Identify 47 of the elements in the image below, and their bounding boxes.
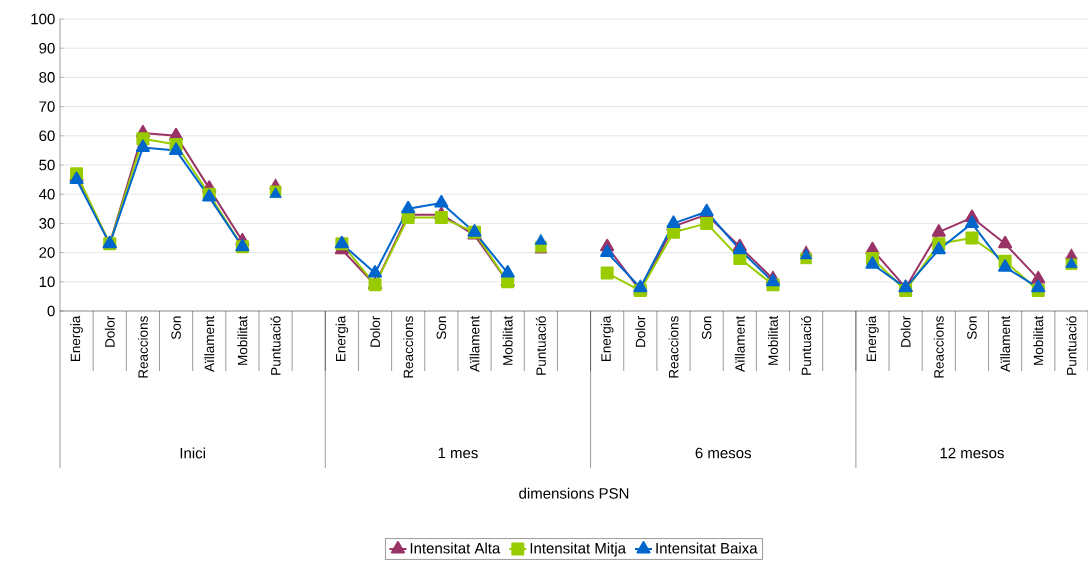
x-tick-label: Son — [967, 316, 977, 340]
y-tick-label: 50 — [39, 159, 55, 171]
x-tick-label: Mobilitat — [502, 315, 513, 365]
x-tick-label: Mobilitat — [237, 315, 248, 365]
x-tick-label: Aïllament — [469, 315, 480, 372]
x-tick-label: Dolor — [370, 315, 380, 347]
x-tick-label: Aïllament — [204, 315, 215, 372]
text: Inici — [180, 447, 205, 459]
text: dimensions PSN — [519, 487, 629, 499]
y-tick-label: 0 — [47, 305, 55, 317]
y-tick-label: 30 — [39, 218, 55, 229]
x-tick-label: Reaccions — [933, 316, 944, 378]
y-tick-label: 90 — [39, 42, 55, 54]
x-tick-label: Puntuació — [1066, 316, 1077, 375]
x-tick-label: Energia — [866, 315, 879, 362]
x-tick-label: Reaccions — [403, 316, 414, 378]
y-tick-label: 100 — [31, 13, 55, 25]
text: 6 mesos — [695, 447, 752, 459]
text: 1 mes — [438, 447, 478, 459]
x-tick-label: Dolor — [900, 315, 911, 347]
y-tick-label: 80 — [39, 72, 55, 83]
x-tick-label: Dolor — [635, 315, 646, 347]
y-tick-label: 10 — [39, 276, 55, 288]
legend-label: Intensitat Alta — [410, 542, 501, 554]
y-tick-label: 40 — [38, 188, 55, 200]
text: 12 mesos — [940, 447, 1004, 459]
x-tick-label: Mobilitat — [768, 315, 778, 365]
x-tick-label: Puntuació — [270, 316, 281, 375]
x-tick-label: Aïllament — [734, 315, 745, 372]
x-tick-label: Energia — [335, 315, 349, 362]
y-tick-label: 20 — [39, 247, 55, 258]
x-tick-label: Energia — [70, 315, 83, 362]
x-tick-label: Son — [701, 316, 712, 340]
x-tick-label: Dolor — [104, 315, 115, 347]
x-tick-label: Reaccions — [137, 316, 148, 378]
x-tick-label: Son — [436, 316, 447, 340]
legend-label: Intensitat Baixa — [656, 542, 758, 554]
x-tick-label: Mobilitat — [1033, 315, 1044, 365]
y-tick-label: 70 — [39, 101, 55, 112]
x-tick-label: Energia — [600, 315, 614, 362]
x-tick-label: Aïllament — [1000, 315, 1011, 372]
x-tick-label: Reaccions — [668, 316, 679, 378]
y-tick-label: 60 — [39, 130, 55, 142]
x-tick-label: Son — [171, 316, 181, 340]
legend-label: Intensitat Mitja — [530, 542, 627, 557]
x-tick-label: Puntuació — [535, 316, 546, 375]
x-tick-label: Puntuació — [801, 316, 812, 375]
